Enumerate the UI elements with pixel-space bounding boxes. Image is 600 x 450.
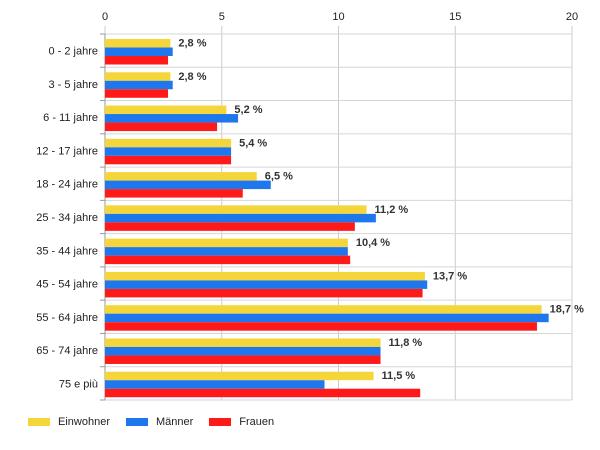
data-label: 11,5 % — [382, 370, 416, 382]
bar-einwohner — [105, 371, 374, 381]
legend-swatch — [28, 418, 50, 426]
category-label: 6 - 11 jahre — [43, 112, 98, 124]
legend-item: Einwohner — [28, 416, 110, 428]
legend-swatch — [125, 418, 148, 426]
category-label: 45 - 54 jahre — [36, 279, 98, 291]
bar-einwohner — [105, 338, 381, 347]
category-label: 12 - 17 jahre — [36, 145, 98, 157]
bar-m-nner — [105, 213, 376, 223]
bar-frauen — [105, 355, 381, 364]
bar-frauen — [105, 288, 423, 298]
bar-einwohner — [105, 271, 425, 281]
category-label: 0 - 2 jahre — [48, 46, 98, 58]
bar-einwohner — [105, 205, 367, 214]
legend-item: Frauen — [209, 416, 274, 428]
data-label: 2,8 % — [178, 38, 206, 50]
x-tick-label: 5 — [219, 11, 225, 23]
bar-frauen — [105, 255, 351, 265]
data-label: 11,8 % — [389, 337, 423, 349]
bar-frauen — [105, 322, 537, 331]
bar-frauen — [105, 189, 243, 198]
bar-einwohner — [105, 72, 171, 81]
x-tick-label: 10 — [332, 11, 344, 23]
data-labels: 2,8 % 2,8 % 5,2 % 5,4 % 6,5 % 11,2 % 10,4 % 13,… — [178, 38, 584, 383]
category-label: 18 - 24 jahre — [36, 179, 98, 191]
data-label: 5,2 % — [234, 104, 262, 116]
category-label: 35 - 44 jahre — [36, 245, 98, 257]
bars — [105, 39, 549, 398]
x-tick-label: 0 — [102, 11, 108, 23]
data-label: 11,2 % — [375, 204, 409, 216]
bar-m-nner — [105, 346, 381, 356]
data-label: 5,4 % — [239, 137, 267, 149]
bar-frauen — [105, 222, 355, 231]
x-axis-ticks: 0 5 10 15 20 — [102, 11, 578, 23]
bar-m-nner — [105, 280, 428, 289]
legend-label: Frauen — [239, 416, 275, 428]
bar-m-nner — [105, 313, 549, 323]
legend: Einwohner Männer Frauen — [28, 416, 274, 428]
data-label: 18,7 % — [550, 304, 584, 316]
bar-einwohner — [105, 138, 232, 148]
bar-einwohner — [105, 238, 348, 248]
category-label: 75 e più — [59, 378, 98, 390]
data-label: 6,5 % — [265, 171, 293, 183]
data-label: 10,4 % — [356, 237, 390, 249]
data-label: 13,7 % — [433, 270, 467, 282]
category-label: 55 - 64 jahre — [36, 312, 98, 324]
legend-label: Einwohner — [58, 416, 110, 428]
bar-einwohner — [105, 39, 171, 48]
bar-einwohner — [105, 305, 542, 314]
category-label: 65 - 74 jahre — [36, 345, 98, 357]
bar-frauen — [105, 122, 218, 132]
y-axis-categories: 0 - 2 jahre 3 - 5 jahre 6 - 11 jahre 12 - 1… — [36, 46, 98, 391]
bar-frauen — [105, 388, 421, 398]
legend-label: Männer — [155, 416, 194, 428]
bar-m-nner — [105, 80, 173, 90]
bar-m-nner — [105, 180, 271, 190]
bar-m-nner — [105, 147, 232, 156]
bar-frauen — [105, 155, 232, 165]
x-tick-label: 20 — [566, 11, 578, 23]
category-label: 25 - 34 jahre — [36, 212, 98, 224]
bar-einwohner — [105, 172, 257, 181]
bar-frauen — [105, 56, 169, 65]
bar-m-nner — [105, 114, 239, 123]
bar-frauen — [105, 89, 169, 98]
legend-swatch — [209, 418, 232, 426]
data-label: 2,8 % — [178, 71, 206, 83]
x-tick-label: 15 — [449, 11, 461, 23]
legend-item: Männer — [125, 416, 194, 428]
grid-lines — [100, 26, 573, 401]
category-label: 3 - 5 jahre — [48, 79, 98, 91]
bar-m-nner — [105, 47, 173, 56]
bar-m-nner — [105, 380, 325, 389]
bar-m-nner — [105, 247, 348, 256]
bar-einwohner — [105, 105, 227, 115]
